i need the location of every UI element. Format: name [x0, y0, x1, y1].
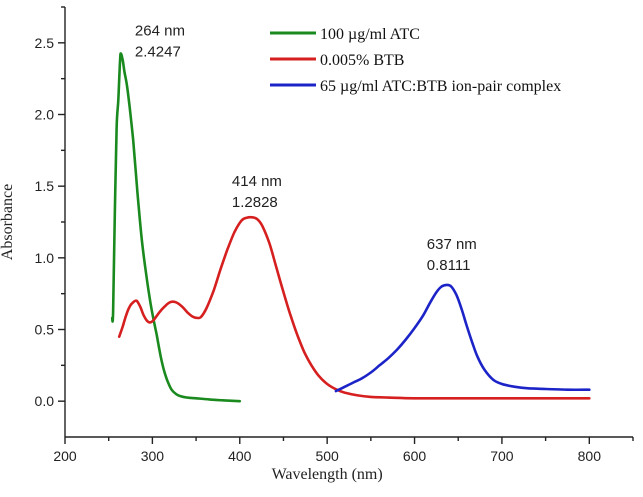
- x-tick-label: 600: [403, 448, 427, 464]
- y-tick-label: 1.0: [35, 250, 55, 266]
- peak-wavelength-label: 637 nm: [427, 236, 477, 253]
- x-tick-label: 700: [490, 448, 514, 464]
- x-tick-label: 300: [141, 448, 165, 464]
- peak-wavelength-label: 414 nm: [232, 173, 282, 190]
- x-tick-label: 500: [315, 448, 339, 464]
- x-tick-label: 400: [228, 448, 252, 464]
- y-tick-label: 0.0: [35, 393, 55, 409]
- peak-wavelength-label: 264 nm: [135, 23, 185, 40]
- series-line-2: [117, 215, 591, 400]
- legend-item: 0.005% BTB: [270, 52, 404, 69]
- y-tick-label: 2.5: [35, 35, 55, 51]
- legend-item: 65 µg/ml ATC:BTB ion-pair complex: [270, 78, 561, 95]
- y-tick-label: 2.0: [35, 107, 55, 123]
- peak-absorbance-label: 1.2828: [232, 194, 278, 211]
- y-tick-label: 1.5: [35, 178, 55, 194]
- series-line-1: [110, 52, 242, 403]
- legend-label: 100 µg/ml ATC: [320, 26, 420, 43]
- axes: 200 300 400 500 600 700 800 0.0 0.5 1.0 1.5 2.0 2.5: [35, 6, 634, 464]
- y-axis-title: Absorbance: [0, 184, 16, 260]
- plot-area: [110, 52, 591, 403]
- legend-label: 0.005% BTB: [320, 52, 404, 69]
- peak-annotation: 637 nm 0.8111: [427, 236, 477, 274]
- peak-absorbance-label: 2.4247: [135, 44, 181, 61]
- peak-absorbance-label: 0.8111: [427, 257, 471, 274]
- peak-annotation: 414 nm 1.2828: [232, 173, 282, 211]
- legend-label: 65 µg/ml ATC:BTB ion-pair complex: [320, 78, 561, 95]
- y-tick-label: 0.5: [35, 322, 55, 338]
- peak-annotations: 264 nm 2.4247 414 nm 1.2828 637 nm 0.8111: [135, 23, 477, 275]
- peak-annotation: 264 nm 2.4247: [135, 23, 185, 61]
- x-tick-label: 200: [53, 448, 77, 464]
- x-tick-label: 800: [578, 448, 602, 464]
- legend-item: 100 µg/ml ATC: [270, 26, 420, 43]
- x-axis-title: Wavelength (nm): [272, 466, 383, 483]
- legend: 100 µg/ml ATC 0.005% BTB 65 µg/ml ATC:BTB …: [270, 26, 561, 95]
- series-line-3: [334, 283, 591, 393]
